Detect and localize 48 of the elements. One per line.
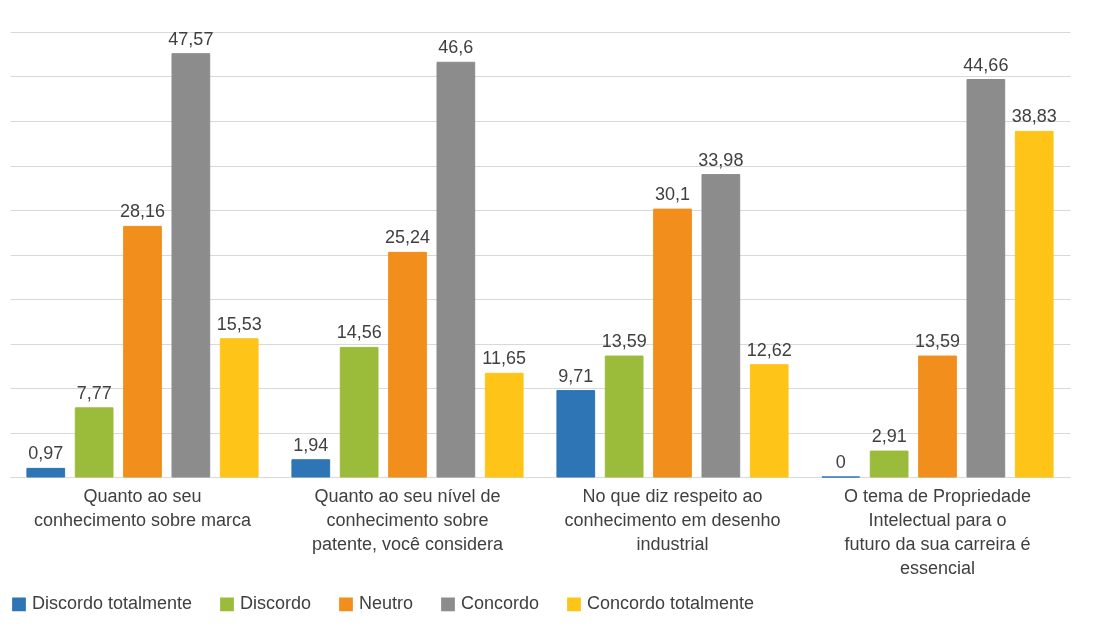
bar [26, 467, 66, 478]
legend-label: Concordo [461, 593, 540, 614]
data-label: 13,59 [601, 331, 647, 352]
bar [869, 450, 909, 478]
data-label: 13,59 [914, 331, 961, 352]
legend-label: Discordo totalmente [32, 593, 193, 614]
data-label: 7,77 [76, 382, 112, 403]
bar [339, 346, 379, 478]
bar [966, 79, 1006, 478]
data-label: 30,1 [654, 184, 691, 205]
x-tick-label: Quanto ao seu conhecimento sobre marca [33, 485, 253, 530]
data-label: 46,6 [438, 37, 474, 58]
data-label: 0 [835, 452, 846, 472]
bar [171, 53, 211, 478]
data-label: 47,57 [168, 28, 214, 49]
bar [918, 355, 957, 478]
bar [701, 174, 741, 478]
data-label: 14,56 [336, 322, 382, 343]
bar [653, 208, 692, 478]
data-label: 0,97 [28, 443, 64, 464]
x-tick-label: Quanto ao seu nível de conhecimento sobre patente, você considera [311, 485, 505, 554]
data-label: 15,53 [216, 313, 262, 334]
bar [484, 372, 524, 478]
data-label: 1,94 [293, 434, 329, 455]
data-label: 12,62 [746, 339, 792, 360]
legend-label: Neutro [359, 593, 414, 614]
bar [749, 364, 789, 478]
legend-label: Concordo totalmente [587, 593, 755, 614]
bar [219, 338, 259, 478]
bar [604, 355, 644, 478]
x-tick-label: No que diz respeito ao conhecimento em desenho industrial [564, 485, 781, 554]
bar [388, 251, 427, 478]
data-label: 38,83 [1011, 106, 1057, 127]
bar [436, 61, 476, 478]
data-label: 11,65 [482, 348, 527, 369]
data-label: 25,24 [384, 227, 431, 248]
x-tick-label: O tema de Propriedade Intelectual para o futuro da sua carreira é essencial [843, 485, 1032, 578]
data-label: 33,98 [698, 149, 744, 170]
legend-label: Discordo [240, 593, 312, 614]
bar [291, 459, 331, 478]
data-label: 44,66 [963, 54, 1009, 75]
data-label: 28,16 [119, 201, 166, 222]
bar [556, 390, 596, 478]
bar [1014, 130, 1054, 478]
bar [123, 225, 162, 478]
data-label: 9,71 [558, 365, 594, 386]
bar [74, 407, 114, 478]
data-label: 2,91 [871, 426, 907, 447]
